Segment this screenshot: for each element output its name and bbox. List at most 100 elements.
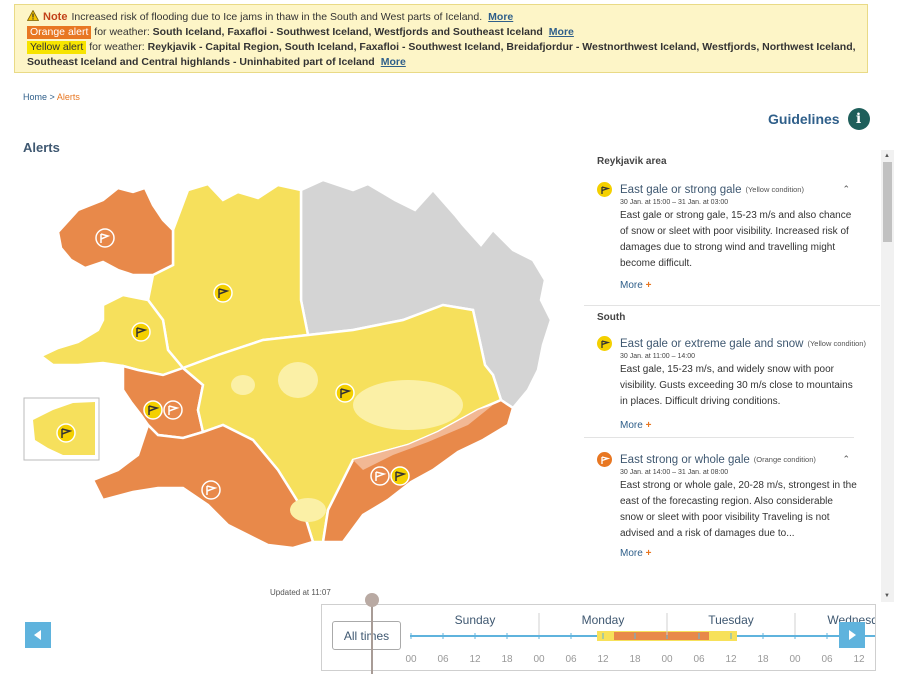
timeline-hour-label[interactable]: 06	[565, 654, 577, 665]
time-slider-handle[interactable]	[362, 592, 382, 674]
alert-more-link[interactable]: More +	[597, 548, 880, 559]
timeline-hour-label[interactable]: 18	[501, 654, 513, 665]
yellow-alert-regions: Reykjavik - Capital Region, South Icelan…	[27, 41, 856, 68]
alert-time: 30 Jan. at 14:00 – 31 Jan. at 08:00	[620, 469, 729, 476]
map-marker-faxafloi-yellow[interactable]	[143, 400, 163, 420]
timeline-hour-label[interactable]: 12	[853, 654, 865, 665]
info-icon[interactable]: i	[847, 108, 870, 130]
chevron-up-icon[interactable]: ⌃	[842, 454, 850, 464]
map-region-light-orange	[353, 405, 493, 470]
alert-notice-banner: Note Increased risk of flooding due to Ic…	[14, 4, 868, 73]
alert-condition: (Yellow condition)	[745, 185, 804, 194]
alert-body: East strong or whole gale, 20-28 m/s, st…	[620, 480, 857, 539]
alert-item[interactable]: East strong or whole gale (Orange condit…	[584, 452, 880, 559]
timeline-hour-label[interactable]: 12	[597, 654, 609, 665]
alerts-panel[interactable]: Reykjavik area East gale or strong gale …	[584, 150, 894, 602]
updated-timestamp: Updated at 11:07	[270, 588, 331, 597]
alert-header[interactable]: East gale or extreme gale and snow (Yell…	[597, 336, 866, 351]
yellow-more-link[interactable]: More	[380, 56, 406, 68]
map-region-breidafjordur[interactable]	[38, 293, 186, 377]
map-marker-central[interactable]	[335, 383, 355, 403]
breadcrumb-home[interactable]: Home	[23, 92, 48, 102]
alert-more-label[interactable]: More	[620, 420, 643, 431]
alert-more-link[interactable]: More +	[597, 280, 880, 291]
scroll-down-icon[interactable]: ▼	[884, 593, 890, 599]
timeline-hour-label[interactable]: 12	[725, 654, 737, 665]
map-region-faxafloi[interactable]	[121, 364, 205, 440]
note-more-link[interactable]: More	[488, 11, 514, 23]
alert-condition: (Orange condition)	[753, 455, 816, 464]
map-region-southeast[interactable]	[321, 398, 515, 544]
timeline-day-label[interactable]: Tuesday	[708, 613, 754, 627]
timeline-hour-label[interactable]: 00	[405, 654, 417, 665]
region-reykjavik: Reykjavik area East gale or strong gale …	[584, 154, 880, 306]
panel-scrollbar[interactable]: ▲ ▼	[881, 150, 894, 602]
map-marker-faxafloi-orange[interactable]	[163, 400, 183, 420]
map-marker-breidafjordur[interactable]	[131, 322, 151, 342]
timeline-hour-label[interactable]: 00	[533, 654, 545, 665]
alert-body: East gale, 15-23 m/s, and widely snow wi…	[620, 364, 853, 407]
iceland-alert-map[interactable]	[23, 170, 578, 555]
breadcrumb-current[interactable]: Alerts	[56, 92, 80, 102]
timeline-day-label[interactable]: Sunday	[455, 613, 496, 627]
plus-icon[interactable]: +	[645, 420, 652, 431]
alert-title[interactable]: East strong or whole gale	[620, 453, 750, 466]
timeline-hour-label[interactable]: 12	[469, 654, 481, 665]
timeline-hour-label[interactable]: 18	[757, 654, 769, 665]
play-left-icon[interactable]	[32, 629, 44, 641]
timeline-hour-label[interactable]: 18	[629, 654, 641, 665]
alert-item[interactable]: East gale or strong gale (Yellow conditi…	[584, 182, 880, 291]
scroll-up-icon[interactable]: ▲	[884, 153, 890, 159]
alert-more-label[interactable]: More	[620, 280, 643, 291]
yellow-alert-prefix: for weather:	[89, 41, 145, 53]
alert-time: 30 Jan. at 11:00 – 14:00	[620, 353, 695, 360]
timeline-prev-button[interactable]	[25, 622, 51, 648]
timeline-hour-label[interactable]: 06	[437, 654, 449, 665]
scrollbar-thumb[interactable]	[883, 162, 892, 242]
orange-alert-badge: Orange alert	[27, 26, 92, 39]
plus-icon[interactable]: +	[645, 548, 652, 559]
map-marker-south[interactable]	[201, 480, 221, 500]
all-times-button[interactable]: All times	[332, 621, 401, 650]
alert-header[interactable]: East gale or strong gale (Yellow conditi…	[597, 182, 880, 197]
timeline-next-button[interactable]	[839, 622, 865, 648]
alert-title[interactable]: East gale or extreme gale and snow	[620, 337, 804, 350]
timeline[interactable]: 00 06 12 18 00 06 12 18 00 06 12 18 00 06 12 Sunday Mond…	[321, 604, 876, 671]
breadcrumb: Home > Alerts	[23, 92, 80, 102]
region-south: South East gale or extreme gale and snow…	[584, 310, 880, 559]
timeline-hour-label[interactable]: 06	[821, 654, 833, 665]
map-marker-capital-region[interactable]	[56, 423, 76, 443]
note-text: Increased risk of flooding due to Ice ja…	[71, 11, 483, 23]
map-marker-southeast-yellow[interactable]	[390, 466, 410, 486]
plus-icon[interactable]: +	[645, 280, 652, 291]
map-marker-southeast-orange[interactable]	[370, 466, 390, 486]
map-marker-westfjords[interactable]	[95, 228, 115, 248]
map-glacier-hofsjokull	[231, 375, 255, 395]
timeline-hour-label[interactable]: 06	[693, 654, 705, 665]
alert-title[interactable]: East gale or strong gale	[620, 183, 742, 196]
wind-warning-icon	[597, 452, 612, 467]
page-title: Alerts	[23, 140, 60, 155]
timeline-hour-label[interactable]: 00	[789, 654, 801, 665]
guidelines-link[interactable]: Guidelines i	[768, 108, 870, 130]
alert-condition: (Yellow condition)	[807, 339, 866, 348]
guidelines-label[interactable]: Guidelines	[768, 111, 840, 127]
timeline-track[interactable]: 00 06 12 18 00 06 12 18 00 06 12 18 00 06 12 Sunday Mond…	[322, 605, 876, 671]
play-right-icon[interactable]	[846, 629, 858, 641]
alert-header[interactable]: East strong or whole gale (Orange condit…	[597, 452, 880, 467]
alert-more-link[interactable]: More +	[597, 420, 854, 431]
alert-more-label[interactable]: More	[620, 548, 643, 559]
orange-alert-prefix: for weather:	[94, 26, 150, 38]
map-region-westfjords[interactable]	[56, 186, 175, 277]
note-label: Note	[43, 11, 68, 23]
chevron-up-icon[interactable]: ⌃	[842, 184, 850, 194]
timeline-hour-label[interactable]: 00	[661, 654, 673, 665]
orange-alert-row: Orange alert for weather: South Iceland,…	[27, 25, 857, 40]
timeline-day-label[interactable]: Monday	[582, 613, 625, 627]
breadcrumb-separator: >	[49, 92, 55, 102]
orange-more-link[interactable]: More	[548, 26, 574, 38]
map-glacier-langjokull	[278, 362, 318, 398]
alert-time: 30 Jan. at 15:00 – 31 Jan. at 03:00	[620, 199, 729, 206]
map-marker-northwest[interactable]	[213, 283, 233, 303]
alert-item[interactable]: East gale or extreme gale and snow (Yell…	[584, 336, 866, 438]
